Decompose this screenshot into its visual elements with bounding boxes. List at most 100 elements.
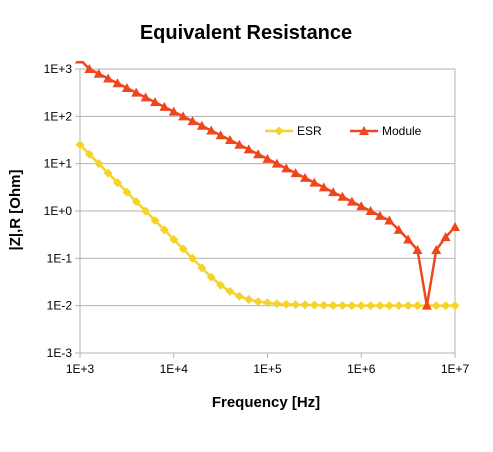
data-point-module — [187, 116, 198, 126]
y-axis-title: |Z|,R [Ohm] — [7, 170, 24, 251]
data-point-module — [178, 111, 189, 121]
legend: ESR Module — [265, 124, 422, 138]
legend-marker-module — [359, 126, 369, 135]
data-point-module — [196, 120, 207, 130]
data-point-esr — [197, 263, 207, 273]
legend-marker-esr — [274, 126, 284, 136]
data-point-esr — [206, 272, 216, 282]
data-point-module — [440, 232, 451, 242]
series — [75, 61, 460, 311]
data-point-module — [290, 168, 301, 178]
data-point-esr — [84, 149, 94, 159]
data-point-esr — [375, 301, 385, 311]
y-tick-label: 1E+1 — [44, 157, 73, 171]
data-point-esr — [188, 253, 198, 263]
data-point-module — [225, 135, 236, 145]
data-point-module — [121, 82, 132, 92]
data-point-module — [159, 101, 170, 111]
data-point-esr — [319, 300, 329, 310]
y-tick-label: 1E-1 — [47, 251, 73, 265]
data-point-esr — [103, 168, 113, 178]
data-point-module — [262, 153, 273, 163]
data-point-module — [421, 300, 432, 310]
data-point-module — [403, 234, 414, 244]
data-point-esr — [169, 234, 179, 244]
data-point-module — [337, 191, 348, 201]
data-point-esr — [431, 301, 441, 311]
data-point-esr — [403, 301, 413, 311]
data-point-esr — [225, 286, 235, 296]
data-point-esr — [244, 294, 254, 304]
data-point-esr — [263, 298, 272, 308]
data-point-module — [206, 125, 217, 135]
data-point-esr — [450, 301, 460, 311]
data-point-module — [393, 224, 404, 234]
y-tick-label: 1E-3 — [47, 346, 73, 360]
data-point-esr — [113, 178, 123, 188]
data-point-esr — [253, 297, 263, 307]
data-point-esr — [159, 225, 169, 235]
x-tick-label: 1E+6 — [347, 362, 376, 376]
data-point-module — [318, 182, 329, 192]
data-point-module — [328, 187, 339, 197]
data-point-esr — [216, 280, 226, 290]
data-point-module — [168, 106, 179, 116]
data-point-module — [431, 244, 442, 254]
data-point-esr — [309, 300, 319, 310]
data-point-module — [375, 210, 385, 220]
x-tick-label: 1E+4 — [160, 362, 189, 376]
data-point-module — [84, 64, 95, 73]
chart-title: Equivalent Resistance — [140, 22, 352, 44]
data-point-module — [300, 172, 311, 182]
data-point-module — [365, 206, 376, 215]
data-point-esr — [272, 299, 282, 309]
x-axis-title: Frequency [Hz] — [212, 394, 320, 411]
data-point-module — [346, 196, 357, 206]
data-point-module — [75, 61, 85, 64]
data-point-module — [131, 87, 142, 97]
data-point-module — [412, 244, 423, 254]
data-point-esr — [75, 140, 85, 150]
data-point-esr — [384, 301, 394, 311]
legend-label-module: Module — [382, 124, 422, 138]
x-tick-label: 1E+7 — [441, 362, 470, 376]
data-point-esr — [291, 300, 301, 310]
data-point-esr — [356, 301, 366, 311]
axes: 1E+3 1E+2 1E+1 1E+0 1E-1 1E-2 1E-3 1E+3 1E+4 1E+5… — [44, 62, 470, 376]
data-point-esr — [413, 301, 422, 311]
data-point-esr — [337, 300, 347, 310]
data-point-module — [356, 201, 367, 211]
data-point-esr — [394, 301, 404, 311]
data-point-module — [243, 144, 254, 154]
y-tick-label: 1E+3 — [44, 62, 73, 76]
data-point-esr — [150, 215, 160, 225]
data-point-module — [112, 78, 123, 88]
data-point-module — [450, 221, 460, 231]
data-point-esr — [234, 291, 244, 301]
data-point-esr — [281, 299, 291, 309]
data-point-esr — [366, 301, 376, 311]
data-point-module — [140, 92, 151, 102]
data-point-esr — [122, 187, 132, 197]
x-tick-label: 1E+5 — [253, 362, 282, 376]
data-point-module — [309, 177, 320, 187]
data-point-esr — [94, 159, 104, 169]
data-point-esr — [328, 300, 338, 310]
y-tick-label: 1E+2 — [44, 109, 73, 123]
data-point-esr — [141, 206, 151, 216]
data-point-esr — [441, 301, 451, 311]
series-module — [75, 61, 460, 310]
data-point-module — [234, 139, 245, 149]
data-point-module — [384, 215, 395, 225]
data-point-module — [215, 130, 226, 140]
data-point-esr — [347, 301, 357, 311]
y-tick-label: 1E+0 — [44, 204, 73, 218]
legend-label-esr: ESR — [297, 124, 322, 138]
data-point-module — [93, 68, 104, 78]
data-point-module — [103, 73, 114, 83]
y-tick-label: 1E-2 — [47, 299, 73, 313]
data-point-module — [271, 158, 282, 168]
